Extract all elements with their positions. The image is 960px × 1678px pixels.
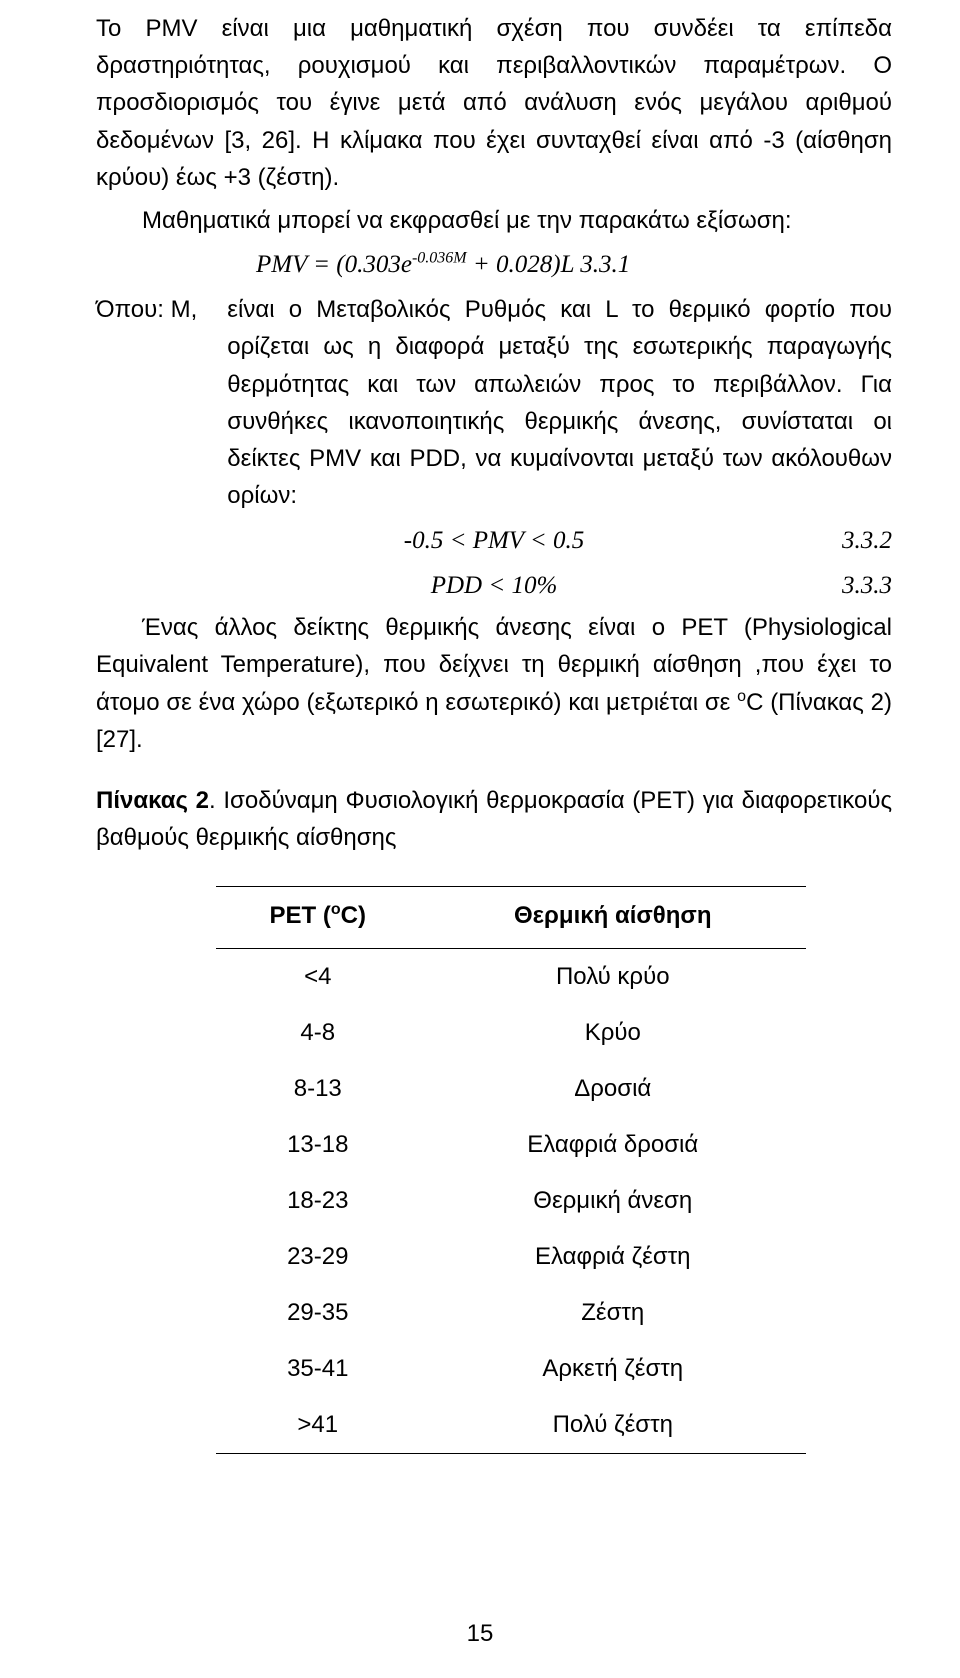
table-cell: Ζέστη [420, 1285, 806, 1341]
table-caption-text: . Ισοδύναμη Φυσιολογική θερμοκρασία (PET… [96, 787, 892, 851]
table-cell: 18-23 [216, 1173, 420, 1229]
definition-block: Όπου: M, είναι ο Μεταβολικός Ρυθμός και … [96, 291, 892, 514]
equation-2-num: 3.3.3 [812, 565, 892, 608]
formula-exponent: -0.036M [412, 250, 467, 267]
equation-1-num: 3.3.2 [812, 520, 892, 563]
table-cell: Πολύ ζέστη [420, 1397, 806, 1454]
table-cell: 8-13 [216, 1061, 420, 1117]
deg-c: οCοC [737, 689, 763, 716]
table-cell: 4-8 [216, 1005, 420, 1061]
equation-2-expr: PDD < 10% [176, 565, 812, 608]
table-cell: Ελαφριά ζέστη [420, 1229, 806, 1285]
table-header-row: PET (οC) Θερμική αίσθηση [216, 887, 806, 949]
table-header-pet: PET (οC) [216, 887, 420, 949]
table-caption: Πίνακας 2. Ισοδύναμη Φυσιολογική θερμοκρ… [96, 782, 892, 856]
table-cell: 29-35 [216, 1285, 420, 1341]
equation-row-2: PDD < 10% 3.3.3 [96, 565, 892, 608]
table-cell: 35-41 [216, 1341, 420, 1397]
table-header-sensation: Θερμική αίσθηση [420, 887, 806, 949]
table-row: 4-8Κρύο [216, 1005, 806, 1061]
table-cell: Πολύ κρύο [420, 949, 806, 1006]
equation-row-1: -0.5 < PMV < 0.5 3.3.2 [96, 520, 892, 563]
table-cell: Ελαφριά δροσιά [420, 1117, 806, 1173]
table-row: 8-13Δροσιά [216, 1061, 806, 1117]
table-row: 18-23Θερμική άνεση [216, 1173, 806, 1229]
table-row: 29-35Ζέστη [216, 1285, 806, 1341]
table-cell: Θερμική άνεση [420, 1173, 806, 1229]
pet-table: PET (οC) Θερμική αίσθηση <4Πολύ κρύο 4-8… [216, 886, 806, 1454]
definition-text: είναι ο Μεταβολικός Ρυθμός και L το θερμ… [227, 291, 892, 514]
paragraph-equation-lead: Μαθηματικά μπορεί να εκφρασθεί με την πα… [96, 202, 892, 239]
table-cell: Αρκετή ζέστη [420, 1341, 806, 1397]
table-cell: >41 [216, 1397, 420, 1454]
paragraph-intro: Το PMV είναι μια μαθηματική σχέση που συ… [96, 10, 892, 196]
document-page: Το PMV είναι μια μαθηματική σχέση που συ… [0, 0, 960, 1678]
table-row: >41Πολύ ζέστη [216, 1397, 806, 1454]
equation-pmv: PMV = (0.303e-0.036M + 0.028)L 3.3.1 [256, 245, 892, 285]
table-cell: <4 [216, 949, 420, 1006]
definition-label: Όπου: M, [96, 291, 227, 514]
table-cell: Κρύο [420, 1005, 806, 1061]
table-row: 35-41Αρκετή ζέστη [216, 1341, 806, 1397]
table-row: <4Πολύ κρύο [216, 949, 806, 1006]
table-row: 13-18Ελαφριά δροσιά [216, 1117, 806, 1173]
formula-part-2: + 0.028)L 3.3.1 [467, 251, 631, 278]
equation-1-expr: -0.5 < PMV < 0.5 [176, 520, 812, 563]
formula-part-1: PMV = (0.303e [256, 251, 412, 278]
table-cell: Δροσιά [420, 1061, 806, 1117]
table-caption-label: Πίνακας 2 [96, 787, 209, 814]
table-row: 23-29Ελαφριά ζέστη [216, 1229, 806, 1285]
paragraph-pet: Ένας άλλος δείκτης θερμικής άνεσης είναι… [96, 609, 892, 758]
table-cell: 13-18 [216, 1117, 420, 1173]
page-number: 15 [0, 1620, 960, 1648]
table-cell: 23-29 [216, 1229, 420, 1285]
